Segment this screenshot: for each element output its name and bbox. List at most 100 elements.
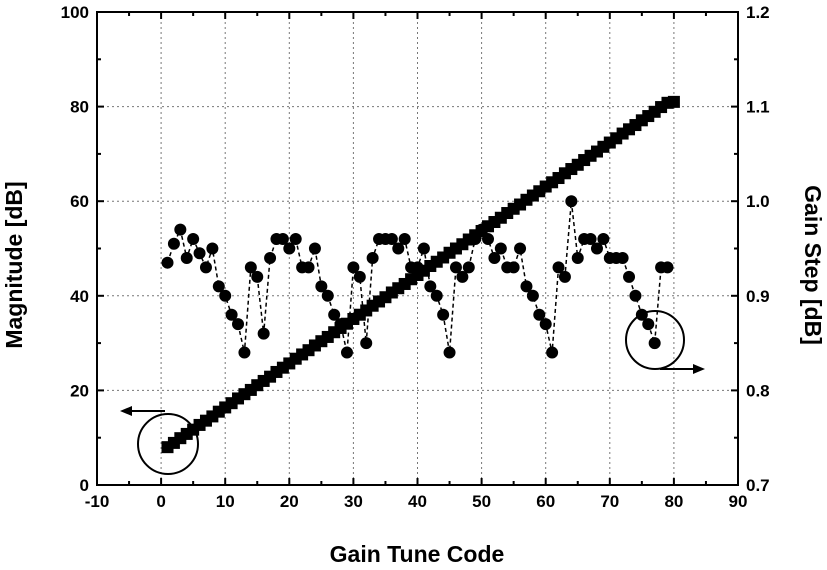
gain-step-point (244, 261, 257, 274)
gain-step-point (328, 308, 341, 321)
gain-step-point (340, 346, 353, 359)
gain-step-point (385, 233, 398, 246)
gain-step-point (533, 308, 546, 321)
gain-step-point (437, 308, 450, 321)
gain-step-point (482, 233, 495, 246)
gain-step-point (347, 261, 360, 274)
x-tick-label: 30 (344, 492, 363, 511)
y-right-tick-label: 1.1 (746, 98, 770, 117)
grid-lines (97, 12, 738, 485)
gain-step-point (398, 233, 411, 246)
x-tick-label: 50 (472, 492, 491, 511)
gain-step-point (546, 346, 559, 359)
gain-step-point (616, 251, 629, 264)
y-right-tick-label: 1.2 (746, 3, 770, 22)
y-right-tick-label: 1.0 (746, 192, 770, 211)
gain-step-point (199, 261, 212, 274)
gain-step-point (167, 237, 180, 250)
gain-step-point (193, 247, 206, 260)
y-left-tick-label: 40 (70, 287, 89, 306)
gain-step-point (507, 261, 520, 274)
gain-step-point (565, 195, 578, 208)
gain-step-series (161, 195, 674, 359)
y-right-tick-label: 0.9 (746, 287, 770, 306)
gain-step-point (552, 261, 565, 274)
gain-step-point (264, 251, 277, 264)
gain-step-point (232, 318, 245, 331)
gain-step-point (494, 242, 507, 255)
gain-step-point (334, 318, 347, 331)
gain-step-point (539, 318, 552, 331)
gain-step-point (526, 289, 539, 302)
gain-step-point (590, 242, 603, 255)
gain-step-point (488, 251, 501, 264)
gain-step-point (315, 280, 328, 293)
gain-step-point (520, 280, 533, 293)
left-axis-annotation (120, 406, 199, 475)
gain-step-point (648, 337, 661, 350)
gain-step-point (238, 346, 251, 359)
x-tick-label: 90 (729, 492, 748, 511)
gain-step-point (276, 233, 289, 246)
magnitude-series (161, 95, 680, 454)
gain-step-point (392, 242, 405, 255)
gain-step-point (584, 233, 597, 246)
gain-step-point (289, 233, 302, 246)
gain-step-point (360, 337, 373, 350)
gain-step-point (558, 270, 571, 283)
x-tick-label: 10 (216, 492, 235, 511)
gain-step-point (251, 270, 264, 283)
y-right-tick-label: 0.8 (746, 381, 770, 400)
gain-step-point (206, 242, 219, 255)
y-axis-left-title: Magnitude [dB] (1, 181, 27, 348)
gain-step-point (174, 223, 187, 236)
y-right-tick-label: 0.7 (746, 476, 770, 495)
gain-step-point (302, 261, 315, 274)
y-left-tick-label: 100 (61, 3, 89, 22)
gain-step-point (411, 261, 424, 274)
gain-step-point (456, 270, 469, 283)
x-axis-title: Gain Tune Code (330, 541, 505, 567)
x-tick-label: -10 (85, 492, 110, 511)
gain-step-point (321, 289, 334, 302)
gain-step-point (462, 261, 475, 274)
x-tick-label: 20 (280, 492, 299, 511)
gain-step-point (417, 242, 430, 255)
left-arrowhead-icon (120, 406, 132, 416)
x-tick-label: 0 (156, 492, 165, 511)
gain-step-point (161, 256, 174, 269)
gain-step-point (443, 346, 456, 359)
gain-step-point (661, 261, 674, 274)
gain-step-point (366, 251, 379, 264)
gain-step-point (449, 261, 462, 274)
gain-step-point (212, 280, 225, 293)
gain-step-point (308, 242, 321, 255)
gain-step-point (180, 251, 193, 264)
x-tick-label: 70 (600, 492, 619, 511)
gain-step-point (225, 308, 238, 321)
x-tick-label: 80 (664, 492, 683, 511)
gain-step-point (571, 251, 584, 264)
x-tick-label: 60 (536, 492, 555, 511)
gain-step-point (257, 327, 270, 340)
y-left-tick-label: 60 (70, 192, 89, 211)
gain-step-point (353, 270, 366, 283)
gain-step-point (424, 280, 437, 293)
gain-step-point (514, 242, 527, 255)
gain-step-point (642, 318, 655, 331)
magnitude-point (667, 95, 680, 108)
tick-labels: -10 0 10 20 30 40 50 60 70 80 900204060801000.70.8… (61, 3, 770, 511)
left-annotation-circle (137, 413, 199, 475)
right-arrowhead-icon (693, 364, 705, 374)
right-axis-annotation (625, 310, 705, 374)
gain-step-point (629, 289, 642, 302)
y-left-tick-label: 0 (80, 476, 89, 495)
gain-step-point (623, 270, 636, 283)
gain-step-point (597, 233, 610, 246)
y-left-tick-label: 20 (70, 381, 89, 400)
gain-step-point (187, 233, 200, 246)
gain-step-point (283, 242, 296, 255)
ticks (96, 11, 739, 486)
right-annotation-circle (625, 310, 685, 370)
